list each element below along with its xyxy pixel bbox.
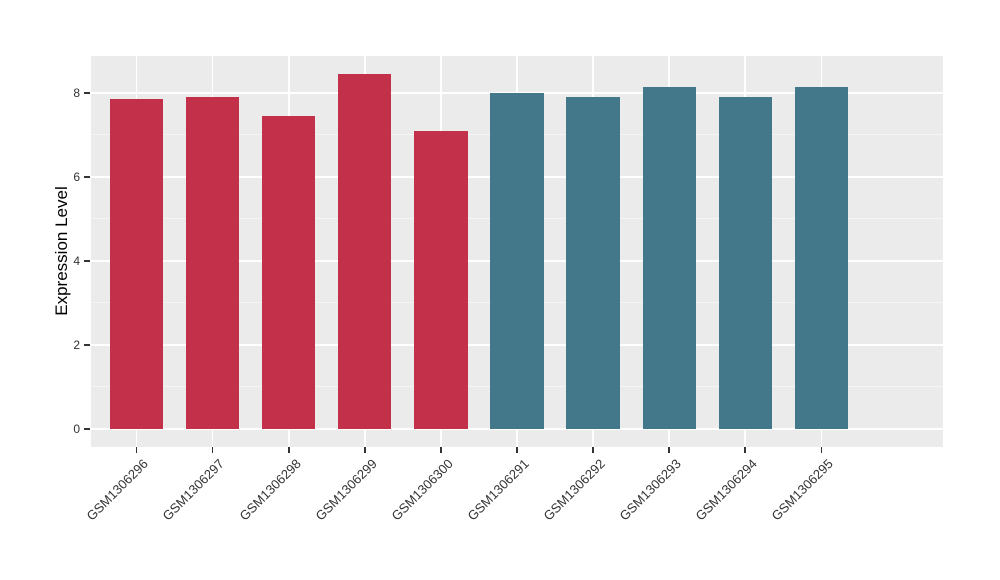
bar-GSM1306292 [566,97,620,429]
bar-GSM1306298 [262,116,316,429]
x-axis-tick-label: GSM1306294 [692,456,760,524]
bar-GSM1306299 [338,74,392,429]
y-axis-title: Expression Level [52,186,71,316]
x-axis-tick-label: GSM1306292 [540,456,608,524]
y-axis-tick-mark [84,260,90,262]
y-axis-tick-label: 0 [73,421,80,436]
x-axis-tick-mark [592,447,594,453]
x-axis-tick-label: GSM1306297 [159,456,228,524]
x-axis-tick-label: GSM1306291 [464,456,532,524]
x-axis-tick-mark [135,447,138,453]
bar-GSM1306300 [414,130,468,429]
bar-GSM1306293 [642,87,696,429]
x-axis-tick-mark [364,447,366,453]
x-axis-tick-label: GSM1306296 [83,456,152,524]
x-axis-tick-mark [668,447,670,453]
y-axis-tick-label: 8 [73,85,80,100]
bar-GSM1306291 [490,92,544,429]
y-axis-tick-mark [84,176,90,178]
bar-GSM1306297 [186,97,240,429]
x-axis-tick-label: GSM1306300 [388,456,456,524]
x-axis-tick-mark [440,447,442,453]
x-axis-tick-label: GSM1306299 [312,456,380,524]
bar-GSM1306295 [794,87,848,429]
x-axis-tick-mark [744,447,746,453]
y-axis-tick-mark [84,428,90,430]
bar-GSM1306294 [718,97,772,429]
y-axis-tick-label: 6 [73,169,80,184]
y-axis-tick-label: 4 [73,253,80,268]
x-axis-tick-mark [288,447,290,453]
bar-GSM1306296 [110,99,164,429]
y-axis-tick-label: 2 [73,337,80,352]
x-axis-tick-mark [820,447,823,453]
x-axis-tick-label: GSM1306295 [768,456,836,524]
y-axis-tick-mark [84,344,90,346]
plot-panel [91,56,943,447]
x-axis-tick-mark [516,447,518,453]
y-axis-tick-mark [84,92,90,94]
x-axis-tick-mark [211,447,214,453]
x-axis-tick-label: GSM1306293 [616,456,684,524]
x-axis-tick-label: GSM1306298 [236,456,304,524]
